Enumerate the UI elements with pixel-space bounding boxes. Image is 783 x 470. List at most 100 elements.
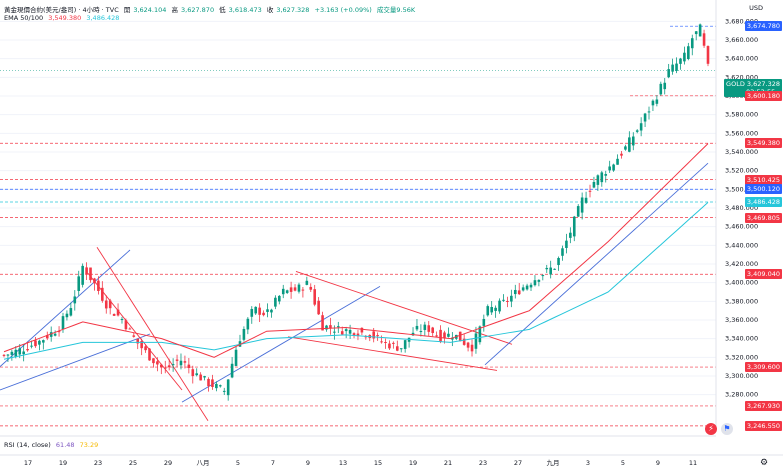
candle-body <box>101 287 104 301</box>
candle-body <box>360 327 364 333</box>
candle-body <box>616 158 619 165</box>
candle-body <box>85 267 88 275</box>
candle-body <box>313 289 317 305</box>
falling-wedge-line <box>287 336 498 371</box>
candle-body <box>258 307 261 315</box>
candle-body <box>278 295 281 302</box>
candle-body <box>160 364 163 368</box>
candle-body <box>242 329 246 340</box>
y-tick-label: 3,640.000 <box>725 55 758 63</box>
horizontal-levels <box>0 25 716 427</box>
rsi-legend[interactable]: RSI (14, close) 61.48 73.29 <box>4 441 101 449</box>
trend-lines <box>0 162 709 422</box>
ema-legend[interactable]: EMA 50/100 3,549.380 3,486.428 <box>4 14 122 22</box>
y-tick-label: 3,420.000 <box>725 260 758 268</box>
high-label: 高 <box>171 6 179 14</box>
candle-body <box>687 46 690 59</box>
x-tick-label: 25 <box>129 459 137 467</box>
candle-body <box>384 342 387 344</box>
candle-body <box>132 335 136 337</box>
candle-body <box>199 374 202 381</box>
candle-body <box>215 383 218 389</box>
candle-body <box>502 299 505 301</box>
candle-body <box>403 340 407 349</box>
candle-body <box>65 313 69 318</box>
candle-body <box>411 332 415 336</box>
ema-label: EMA 50/100 <box>4 14 44 22</box>
current-price: 3,627.328 <box>746 80 780 88</box>
candle-body <box>321 315 324 331</box>
candle-body <box>73 296 77 304</box>
candle-body <box>262 312 265 316</box>
candle-body <box>690 38 694 49</box>
x-tick-label: 7 <box>271 459 275 467</box>
candle-body <box>81 265 84 285</box>
y-tick-label: 3,360.000 <box>725 316 758 324</box>
rsi-label: RSI (14, close) <box>4 441 51 449</box>
candle-body <box>474 333 478 349</box>
uptrend-line <box>181 286 381 403</box>
volume-value: 成交量9.56K <box>376 6 416 14</box>
y-tick-label: 3,300.000 <box>725 372 758 380</box>
candle-body <box>18 348 22 355</box>
candle-body <box>596 175 600 185</box>
ema50-line <box>3 143 709 358</box>
candle-body <box>612 164 615 171</box>
candle-body <box>600 172 604 183</box>
candle-body <box>580 197 584 213</box>
candle-body <box>30 345 33 347</box>
candle-body <box>533 280 537 286</box>
ema100-value: 3,486.428 <box>86 14 120 22</box>
alert-icon[interactable]: ⚡ <box>705 423 717 435</box>
candle-body <box>97 280 100 291</box>
candle-body <box>163 367 167 369</box>
descending-channel-line <box>96 246 209 422</box>
x-tick-label: 27 <box>514 459 522 467</box>
candle-body <box>667 69 670 78</box>
candle-body <box>415 325 419 330</box>
candle-body <box>49 332 53 337</box>
close-value: 3,627.328 <box>276 6 310 14</box>
candle-body <box>506 300 509 302</box>
candle-body <box>289 287 293 292</box>
candle-body <box>124 320 128 330</box>
candle-body <box>698 24 702 37</box>
candle-body <box>340 331 344 335</box>
price-label: 3,510.425 <box>744 174 782 185</box>
candle-body <box>513 289 517 295</box>
candle-body <box>679 58 682 64</box>
candle-body <box>156 361 159 365</box>
candle-body <box>498 300 501 312</box>
candle-body <box>380 341 383 343</box>
candle-body <box>120 318 124 321</box>
candle-body <box>230 363 234 378</box>
candle-body <box>152 358 155 364</box>
candle-body <box>466 342 470 348</box>
x-tick-label: 5 <box>621 459 625 467</box>
ema-lines <box>3 143 709 360</box>
flag-icon[interactable]: ⚑ <box>721 423 733 435</box>
candle-body <box>333 331 336 333</box>
candle-body <box>525 285 529 290</box>
candle-body <box>2 354 6 356</box>
candle-body <box>643 113 647 122</box>
y-tick-label: 3,520.000 <box>725 167 758 175</box>
candle-body <box>45 335 49 339</box>
symbol-title[interactable]: 黃金現價合約(美元/盎司) · 4小時 · TVC <box>4 6 119 14</box>
change-value: +3.163 (+0.09%) <box>314 6 372 14</box>
candle-body <box>545 267 549 270</box>
candle-body <box>112 313 116 316</box>
candle-body <box>148 348 151 361</box>
candle-body <box>447 333 450 337</box>
channel-line-lower <box>0 333 151 391</box>
candle-body <box>659 83 663 95</box>
candle-body <box>211 379 214 387</box>
currency-label[interactable]: USD <box>749 4 763 12</box>
settings-icon[interactable]: ⚙ <box>760 458 769 468</box>
candle-body <box>171 364 175 366</box>
candle-body <box>57 331 61 333</box>
candle-body <box>647 111 651 113</box>
y-tick-label: 3,480.000 <box>725 204 758 212</box>
x-tick-label: 5 <box>236 459 240 467</box>
